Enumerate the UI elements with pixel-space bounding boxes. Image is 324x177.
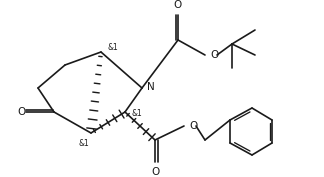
Text: &1: &1 (131, 110, 142, 118)
Text: O: O (174, 0, 182, 10)
Text: &1: &1 (107, 42, 118, 52)
Text: O: O (151, 167, 159, 177)
Text: O: O (189, 121, 197, 131)
Text: O: O (210, 50, 218, 60)
Text: &1: &1 (78, 138, 89, 147)
Text: N: N (147, 82, 155, 92)
Text: O: O (18, 107, 26, 117)
